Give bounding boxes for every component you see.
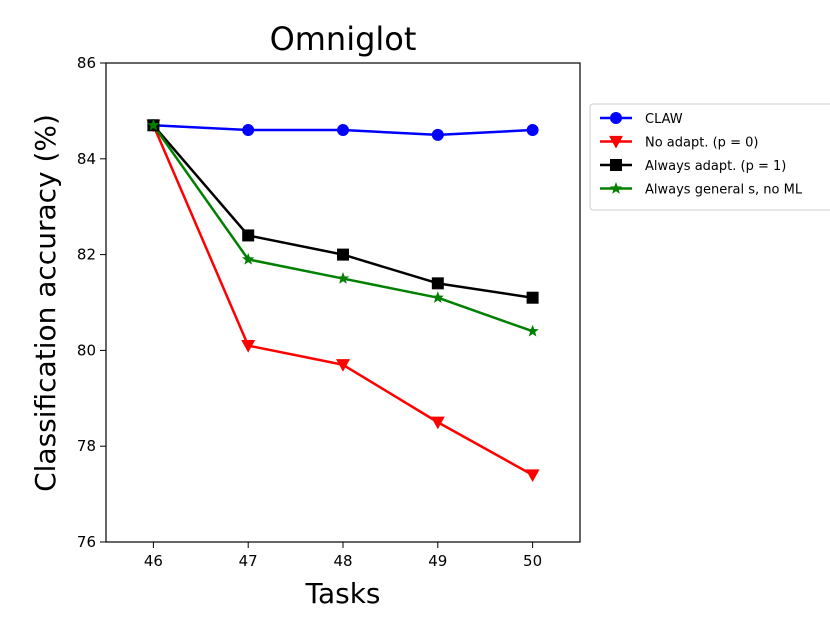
y-tick-label: 78: [77, 437, 96, 455]
legend-label-no-adapt-p-0: No adapt. (p = 0): [645, 136, 758, 151]
legend-marker-no-adapt-p-0: [609, 135, 623, 149]
data-point-always-adapt-p-1: [242, 229, 255, 242]
y-tick-label: 84: [77, 150, 96, 168]
series-line-no-adapt-p-0: [152, 124, 534, 477]
series-line-always-adapt-p-1: [152, 124, 533, 299]
data-point-always-general-s-no-ml: [431, 291, 444, 303]
legend-marker-always-general-s-no-ml: [609, 182, 623, 194]
legend-marker-always-adapt-p-1: [610, 159, 622, 171]
data-point-always-general-s-no-ml: [147, 118, 160, 131]
series-line-always-general-s-no-ml: [152, 124, 534, 333]
data-point-no-adapt-p-0: [336, 359, 350, 372]
chart-title: Omniglot: [270, 20, 417, 58]
legend-label-claw: CLAW: [645, 112, 683, 127]
x-tick-label: 49: [428, 552, 447, 570]
x-axis-label: Tasks: [304, 577, 380, 610]
data-point-always-adapt-p-1: [526, 291, 539, 304]
y-tick-label: 80: [77, 341, 96, 359]
y-tick-label: 86: [77, 54, 96, 72]
data-point-always-general-s-no-ml: [336, 272, 350, 284]
data-point-claw: [337, 124, 349, 137]
y-tick-label: 76: [77, 533, 96, 551]
data-point-no-adapt-p-0: [241, 340, 256, 353]
x-tick-label: 48: [333, 552, 352, 570]
data-point-always-general-s-no-ml: [242, 252, 255, 265]
data-point-always-adapt-p-1: [431, 277, 444, 290]
data-point-always-adapt-p-1: [337, 248, 349, 261]
legend-box: [589, 103, 830, 211]
data-point-always-general-s-no-ml: [526, 324, 539, 337]
x-tick-label: 47: [239, 552, 258, 570]
legend-label-always-adapt-p-1: Always adapt. (p = 1): [645, 159, 786, 174]
y-tick-label: 82: [77, 246, 96, 264]
x-tick-label: 50: [523, 552, 542, 570]
data-point-no-adapt-p-0: [525, 469, 540, 482]
x-tick-label: 46: [144, 552, 163, 570]
data-point-claw: [526, 124, 539, 137]
data-point-no-adapt-p-0: [430, 416, 445, 430]
legend-marker-claw: [610, 112, 622, 124]
y-axis-label: Classification accuracy (%): [29, 114, 62, 492]
data-point-claw: [242, 124, 255, 137]
data-point-claw: [431, 128, 444, 141]
legend-label-always-general-s-no-ml: Always general s, no ML: [645, 183, 803, 198]
